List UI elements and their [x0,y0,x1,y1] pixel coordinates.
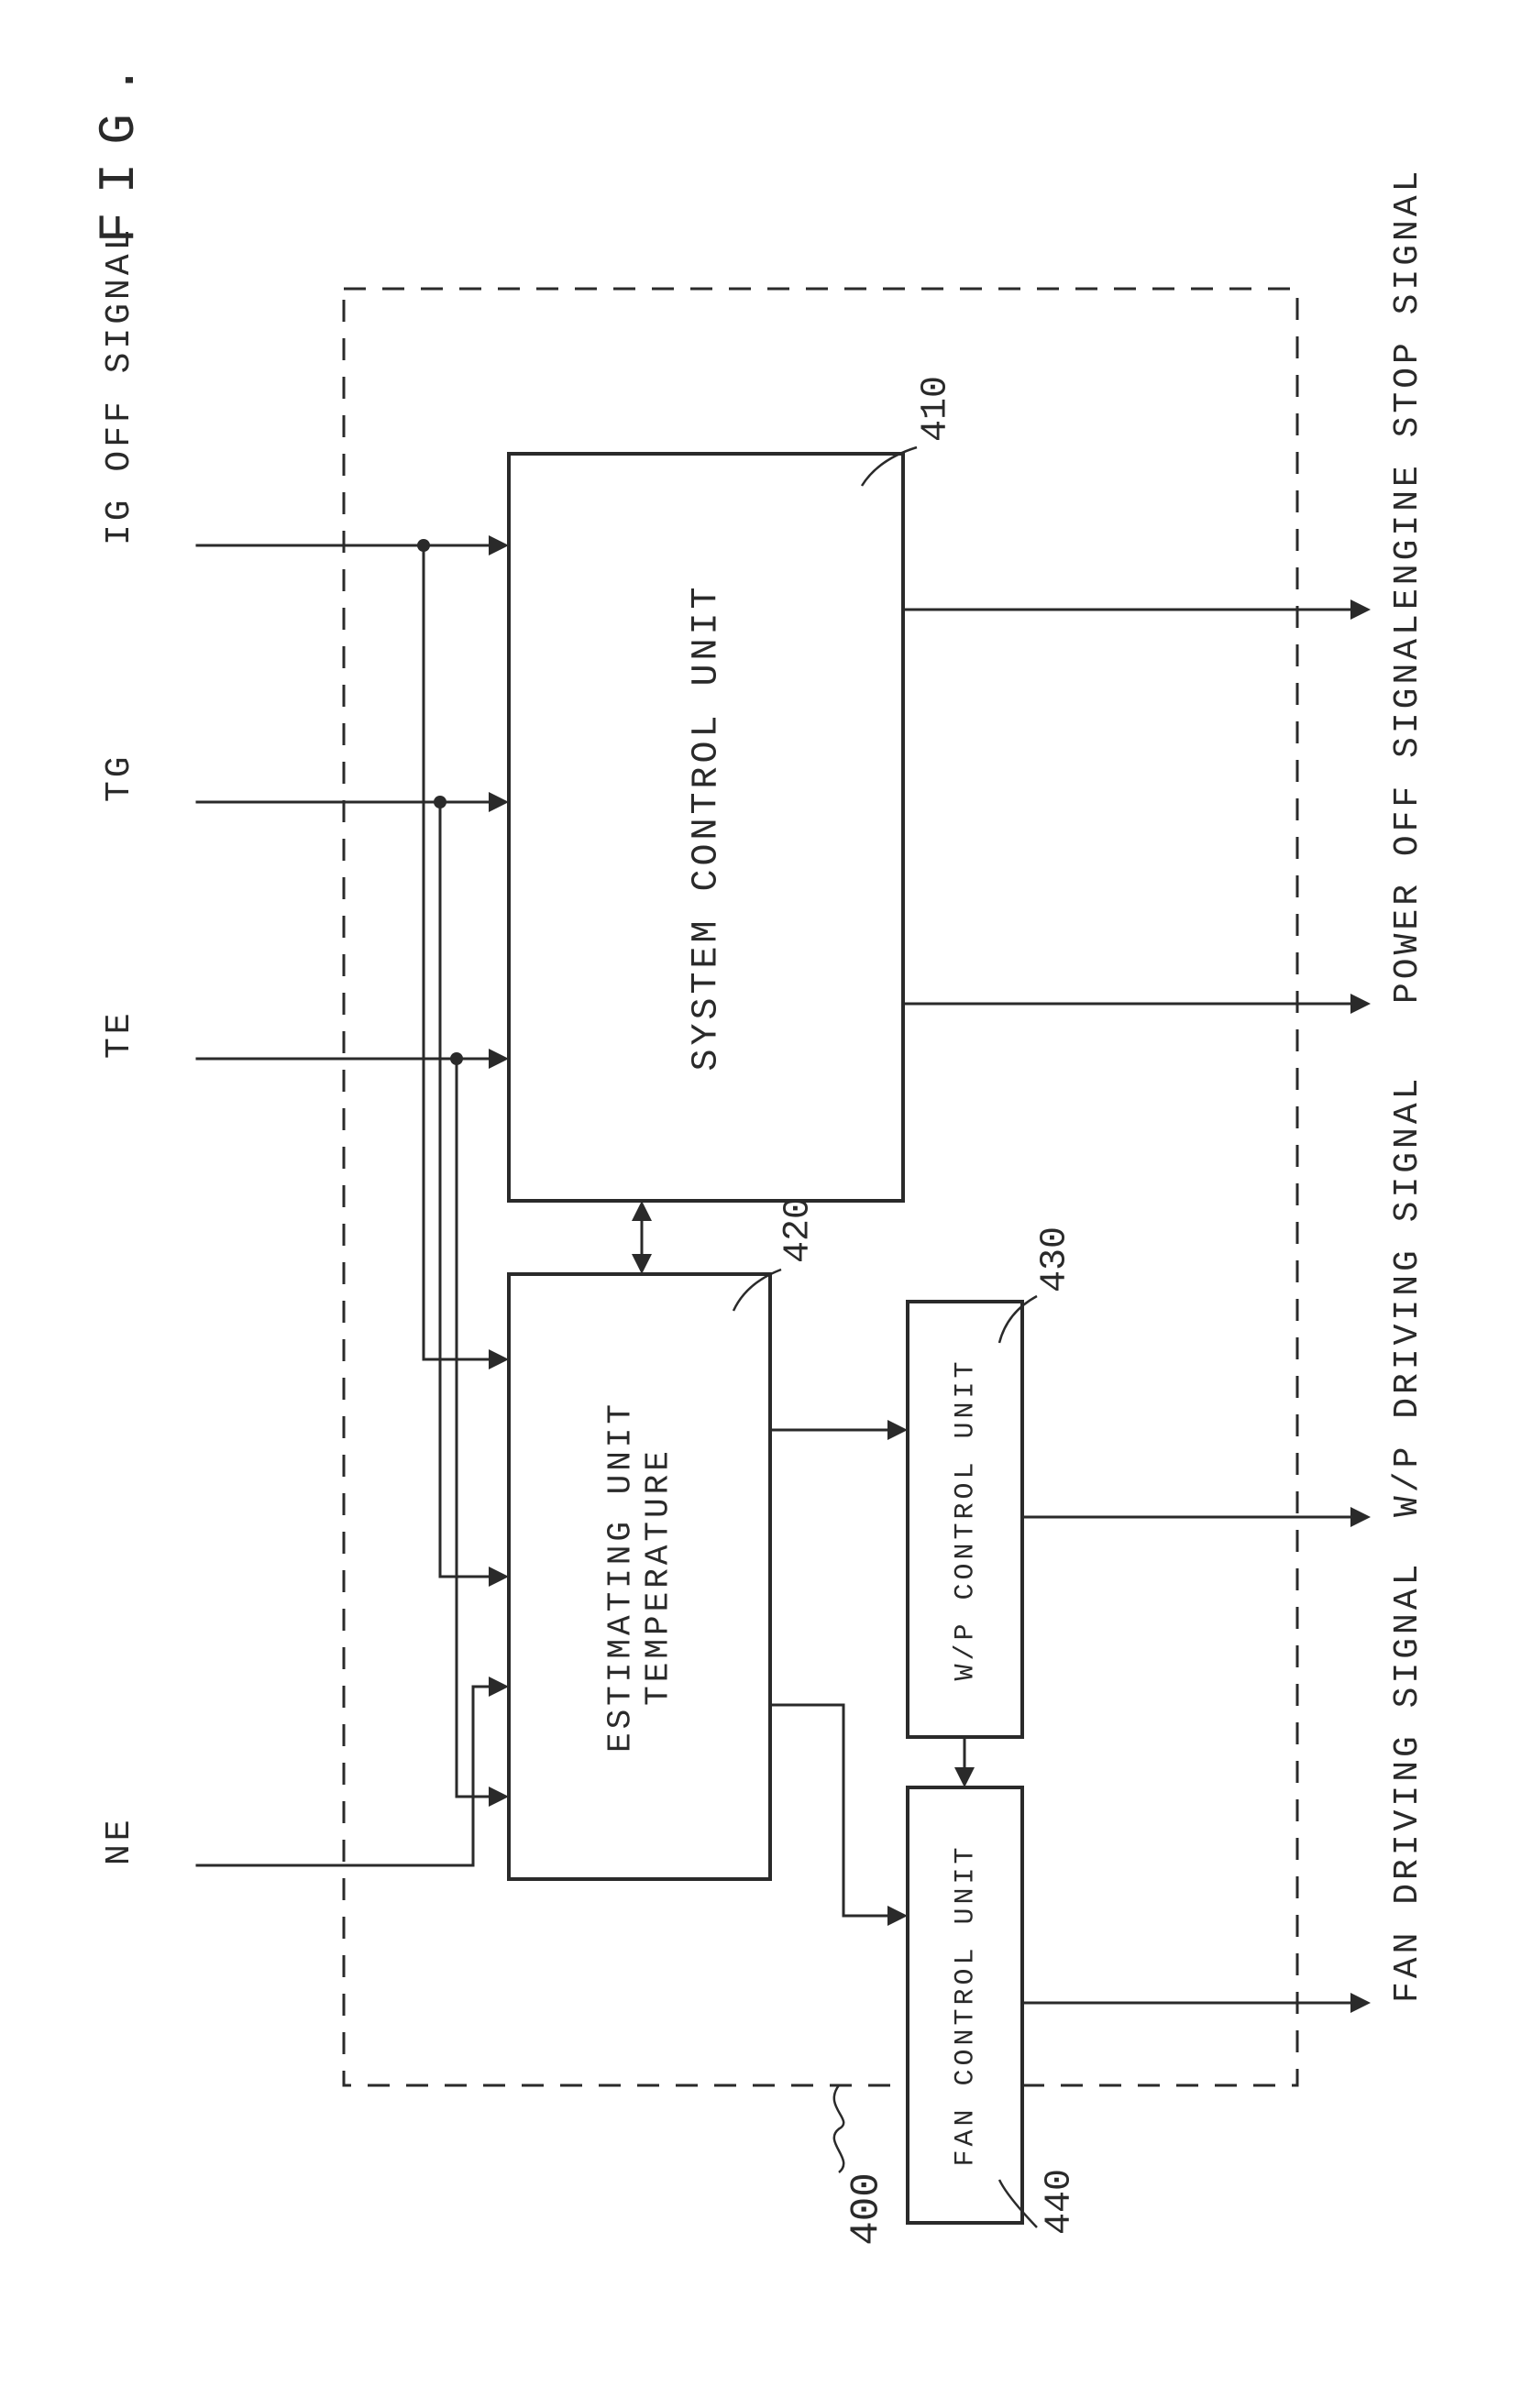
output-label: POWER OFF SIGNAL [1388,610,1427,1004]
block-diagram: SYSTEM CONTROL UNIT 410 TEMPERATUREESTIMAT… [0,0,1521,2408]
module-ref: 400 [844,2172,890,2245]
input-label: NE [100,1816,139,1865]
fan_control-ref: 440 [1040,2169,1081,2235]
wp_control-ref: 430 [1035,1226,1076,1292]
system_control-ref: 410 [916,376,957,442]
system_control-label: SYSTEM CONTROL UNIT [687,583,728,1071]
input-label: TE [100,1009,139,1059]
temp_estimating-ref: 420 [778,1197,820,1263]
wp_control-label: W/P CONTROL UNIT [950,1358,981,1680]
temp_estimating-label: TEMPERATURE [640,1447,678,1706]
output-label: FAN DRIVING SIGNAL [1388,1561,1427,2003]
temp_estimating-label: ESTIMATING UNIT [601,1401,639,1753]
input-label: TG [100,753,139,802]
output-label: W/P DRIVING SIGNAL [1388,1075,1427,1517]
output-label: ENGINE STOP SIGNAL [1388,168,1427,610]
input-label: IG OFF SIGNAL [100,226,139,545]
figure-label: FIG. 2 [90,0,149,243]
fan_control-label: FAN CONTROL UNIT [950,1843,981,2166]
